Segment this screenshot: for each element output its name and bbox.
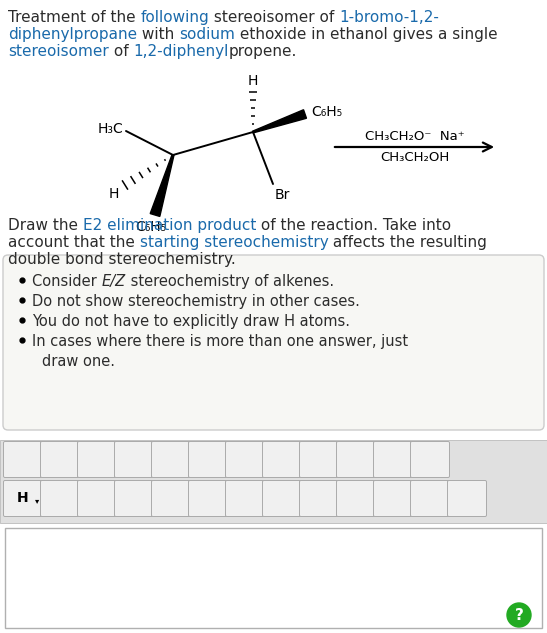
Text: H: H [248, 74, 258, 88]
FancyBboxPatch shape [40, 480, 79, 517]
Text: affects the resulting: affects the resulting [329, 235, 487, 250]
Text: draw one.: draw one. [42, 354, 115, 369]
Text: starting stereochemistry: starting stereochemistry [139, 235, 329, 250]
FancyBboxPatch shape [40, 441, 79, 477]
Text: CH₃CH₂O⁻  Na⁺: CH₃CH₂O⁻ Na⁺ [365, 130, 464, 143]
Text: H: H [109, 187, 119, 201]
FancyBboxPatch shape [3, 441, 43, 477]
FancyBboxPatch shape [300, 480, 339, 517]
Text: sodium: sodium [179, 27, 235, 42]
Text: Consider: Consider [32, 274, 101, 289]
Text: E2 elimination product: E2 elimination product [83, 218, 256, 233]
Text: ▾: ▾ [35, 496, 39, 505]
FancyBboxPatch shape [114, 480, 154, 517]
FancyBboxPatch shape [225, 441, 265, 477]
Text: diphenylpropane: diphenylpropane [8, 27, 137, 42]
FancyBboxPatch shape [300, 441, 339, 477]
Polygon shape [253, 110, 306, 133]
FancyBboxPatch shape [152, 441, 190, 477]
Text: ?: ? [515, 608, 523, 622]
Text: double bond stereochemistry.: double bond stereochemistry. [8, 252, 236, 267]
FancyBboxPatch shape [3, 480, 43, 517]
FancyBboxPatch shape [374, 441, 412, 477]
Text: following: following [141, 10, 210, 25]
Text: C₆H₅: C₆H₅ [311, 105, 342, 119]
Bar [5, 528, 542, 628]
FancyBboxPatch shape [114, 441, 154, 477]
Text: Treatment of the: Treatment of the [8, 10, 141, 25]
Text: In cases where there is more than one answer, just: In cases where there is more than one an… [32, 334, 408, 349]
FancyBboxPatch shape [78, 441, 117, 477]
Text: H₃C: H₃C [97, 122, 123, 136]
Text: of the reaction. Take into: of the reaction. Take into [256, 218, 451, 233]
Text: stereoisomer of: stereoisomer of [210, 10, 339, 25]
FancyBboxPatch shape [152, 480, 190, 517]
Text: propene.: propene. [229, 44, 297, 59]
Text: Do not show stereochemistry in other cases.: Do not show stereochemistry in other cas… [32, 294, 360, 309]
Text: You do not have to explicitly draw H atoms.: You do not have to explicitly draw H ato… [32, 314, 350, 329]
Polygon shape [150, 154, 174, 216]
Text: CH₃CH₂OH: CH₃CH₂OH [380, 151, 449, 164]
Text: with: with [137, 27, 179, 42]
FancyBboxPatch shape [336, 480, 375, 517]
FancyBboxPatch shape [336, 441, 375, 477]
Text: Br: Br [275, 188, 290, 202]
Text: E/Z: E/Z [101, 274, 125, 289]
Text: C₆H₅: C₆H₅ [136, 220, 167, 234]
Circle shape [507, 603, 531, 627]
Text: H: H [17, 491, 29, 506]
FancyBboxPatch shape [3, 255, 544, 430]
FancyBboxPatch shape [78, 480, 117, 517]
FancyBboxPatch shape [410, 480, 450, 517]
FancyBboxPatch shape [189, 480, 228, 517]
FancyBboxPatch shape [410, 441, 450, 477]
FancyBboxPatch shape [447, 480, 486, 517]
Text: ethoxide in ethanol gives a single: ethoxide in ethanol gives a single [235, 27, 498, 42]
FancyBboxPatch shape [263, 480, 301, 517]
FancyBboxPatch shape [263, 441, 301, 477]
FancyBboxPatch shape [189, 441, 228, 477]
Bar [0, 440, 547, 523]
Text: account that the: account that the [8, 235, 139, 250]
Text: stereochemistry of alkenes.: stereochemistry of alkenes. [125, 274, 334, 289]
FancyBboxPatch shape [225, 480, 265, 517]
Text: 1,2-diphenyl: 1,2-diphenyl [133, 44, 229, 59]
Text: of: of [109, 44, 133, 59]
Text: 1-bromo-1,2-: 1-bromo-1,2- [339, 10, 439, 25]
Text: stereoisomer: stereoisomer [8, 44, 109, 59]
FancyBboxPatch shape [374, 480, 412, 517]
Text: Draw the: Draw the [8, 218, 83, 233]
